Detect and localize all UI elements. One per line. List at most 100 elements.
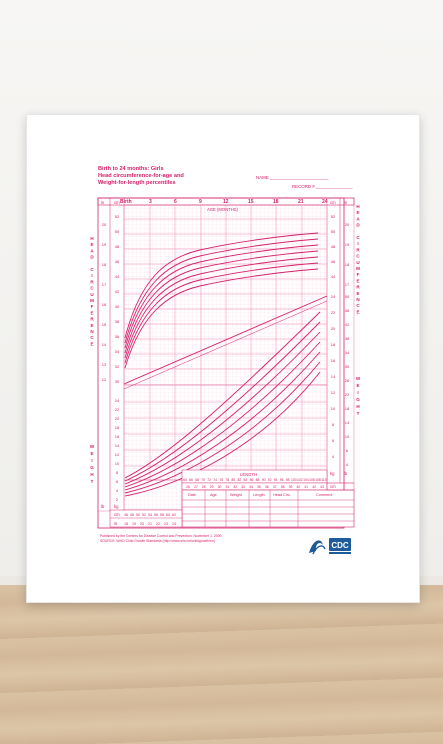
record-header: Weight (230, 493, 243, 497)
length-cm-tick-upper: 74 (213, 478, 217, 482)
poster-title: Birth to 24 months: Girls Head circumfer… (98, 166, 258, 187)
wt-kg-tick-right: 18 (331, 342, 336, 347)
cdc-logo: CDC (307, 533, 357, 557)
length-cm-tick-upper: 86 (250, 478, 254, 482)
wt-lb-tick: 22 (345, 392, 350, 397)
length-in-tick-upper: 32 (233, 485, 237, 489)
length-label: LENGTH (240, 472, 257, 477)
length-in-tick: 20 (140, 522, 144, 526)
hc-in-tick: 16 (102, 302, 107, 307)
age-tick: 18 (273, 199, 279, 205)
length-cm-tick-upper: 90 (262, 478, 266, 482)
poster-title-line: Weight-for-length percentiles (98, 180, 176, 186)
length-cm-tick-upper: 64 (183, 478, 187, 482)
length-cm-tick: 56 (154, 513, 158, 517)
length-in-tick-upper: 40 (297, 485, 301, 489)
unit-label: cm (330, 484, 336, 489)
hc-cm-tick: 50 (115, 229, 120, 234)
unit-label: lb (101, 504, 105, 509)
unit-label: kg (114, 504, 119, 509)
cdc-logo-text: CDC (331, 541, 349, 550)
length-in-tick: 19 (132, 522, 136, 526)
length-cm-tick-upper: 94 (274, 478, 278, 482)
name-record-fields: NAME ________________________ RECORD # _… (256, 175, 353, 189)
age-tick: 6 (174, 199, 177, 205)
hc-cm-tick: 40 (115, 304, 120, 309)
hc-in-tick: 20 (102, 222, 107, 227)
hc-in-tick: 19 (102, 242, 107, 247)
length-cm-tick-upper: 102 (297, 478, 303, 482)
hc-cm-tick: 38 (115, 319, 120, 324)
length-in-tick-upper: 35 (257, 485, 261, 489)
wt-lb-tick: 50 (345, 294, 350, 299)
hc-cm-tick-right: 50 (331, 229, 336, 234)
footer-line: Published by the Centers for Disease Con… (100, 534, 222, 538)
length-in-tick-upper: 39 (289, 485, 293, 489)
wt-kg-tick: 24 (115, 398, 120, 403)
wt-kg-tick-right: 20 (331, 326, 336, 331)
unit-label: cm (114, 200, 120, 205)
length-cm-tick: 46 (124, 513, 128, 517)
length-in-tick-upper: 33 (241, 485, 245, 489)
hc-in-tick: 14 (102, 342, 107, 347)
wt-kg-tick: 2 (116, 497, 119, 502)
unit-label: kg (330, 471, 335, 476)
record-label: RECORD # (292, 184, 315, 189)
length-cm-tick-upper: 98 (286, 478, 290, 482)
footer-line: SOURCE: WHO Child Growth Standards (http… (100, 538, 215, 543)
hc-in-tick-right: 20 (345, 222, 350, 227)
wt-kg-tick-right: 24 (331, 294, 336, 299)
hc-cm-tick: 46 (115, 259, 120, 264)
age-tick: Birth (120, 199, 132, 205)
wt-kg-tick: 18 (115, 425, 120, 430)
wood-floor (0, 585, 443, 744)
hc-cm-tick: 52 (115, 214, 120, 219)
hc-in-tick: 12 (102, 377, 107, 382)
record-header: Length (253, 493, 265, 497)
length-cm-tick-upper: 80 (231, 478, 235, 482)
length-in-tick-upper: 36 (265, 485, 269, 489)
length-in-tick-upper: 34 (249, 485, 253, 489)
length-in-tick-upper: 30 (218, 485, 222, 489)
length-in-tick-upper: 42 (312, 485, 316, 489)
wt-lb-tick: 34 (345, 350, 350, 355)
wt-kg-tick-right: 16 (331, 358, 336, 363)
wt-lb-tick: 46 (345, 308, 350, 313)
hc-cm-tick: 42 (115, 289, 120, 294)
wt-kg-tick: 16 (115, 434, 120, 439)
wt-lb-tick: 4 (346, 462, 349, 467)
length-cm-tick-upper: 92 (268, 478, 272, 482)
hc-cm-tick-right: 48 (331, 244, 336, 249)
age-tick: 12 (223, 199, 229, 205)
unit-label: in (101, 200, 105, 205)
hc-cm-tick-right: 46 (331, 259, 336, 264)
hc-in-tick: 15 (102, 322, 107, 327)
wt-kg-tick: 14 (115, 443, 120, 448)
poster-title-line: Birth to 24 months: Girls (98, 166, 164, 172)
wt-kg-tick: 12 (115, 452, 120, 457)
length-cm-tick: 60 (166, 513, 170, 517)
hc-in-tick: 13 (102, 362, 107, 367)
record-header: Comment (316, 493, 333, 497)
hc-cm-tick: 36 (115, 334, 120, 339)
length-cm-tick-upper: 78 (225, 478, 229, 482)
length-in-tick-upper: 28 (202, 485, 206, 489)
length-cm-tick-upper: 72 (207, 478, 211, 482)
wt-kg-tick-right: 14 (331, 374, 336, 379)
wt-kg-tick: 22 (115, 407, 120, 412)
record-header: Age (210, 493, 217, 497)
wt-kg-tick-right: 22 (331, 310, 336, 315)
length-in-tick-upper: 27 (194, 485, 198, 489)
length-cm-tick-upper: 96 (280, 478, 284, 482)
length-in-tick: 24 (172, 522, 176, 526)
length-in-tick-upper: 37 (273, 485, 277, 489)
wt-kg-tick: 4 (116, 488, 119, 493)
length-in-tick-upper: 31 (226, 485, 230, 489)
hc-in-tick-right: 19 (345, 242, 350, 247)
unit-label: in (344, 200, 348, 205)
hc-in-tick: 17 (102, 282, 107, 287)
record-header: Date (188, 493, 196, 497)
age-tick: 3 (149, 199, 152, 205)
